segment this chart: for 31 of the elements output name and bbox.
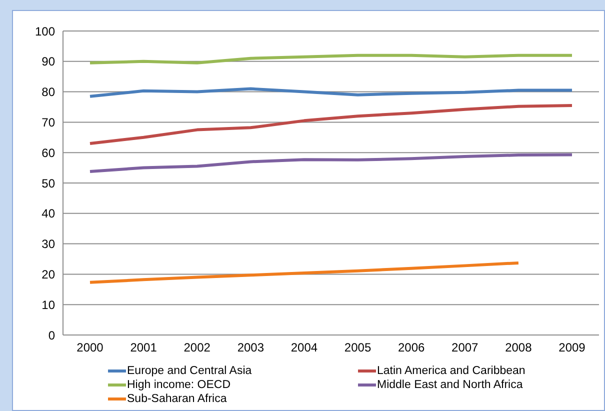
x-tick-label: 2009 [558,340,586,355]
x-tick-label: 2000 [76,340,104,355]
x-tick-label: 2003 [237,340,264,355]
y-tick-label: 50 [42,176,56,190]
y-tick-label: 40 [42,206,56,221]
y-tick-label: 90 [42,54,56,69]
y-tick-label: 30 [42,237,56,252]
y-tick-label: 10 [42,298,56,312]
line-series [88,87,574,98]
y-tick-label: 80 [42,85,56,100]
x-tick-label: 2002 [184,340,211,355]
y-tick-label: 70 [42,115,56,130]
x-tick-label: 2001 [130,340,158,355]
x-tick-label: 2005 [344,340,372,355]
x-tick-label: 2006 [398,340,426,355]
legend-label: High income: OECD [127,379,231,391]
line-series [88,54,574,64]
line-series [88,153,574,173]
x-tick-label: 2008 [505,340,532,355]
legend-label: Europe and Central Asia [127,365,252,377]
legend-label: Middle East and North Africa [377,379,523,391]
legend-label: Latin America and Caribbean [377,365,526,377]
line-series [88,261,520,284]
y-tick-label: 60 [42,146,56,160]
legend-label: Sub-Saharan Africa [127,393,227,405]
x-tick-label: 2007 [452,340,479,355]
line-series [88,104,574,145]
y-tick-label: 20 [42,267,56,282]
x-tick-label: 2004 [290,340,318,355]
y-tick-label: 0 [48,328,56,342]
y-tick-label: 100 [34,24,56,38]
